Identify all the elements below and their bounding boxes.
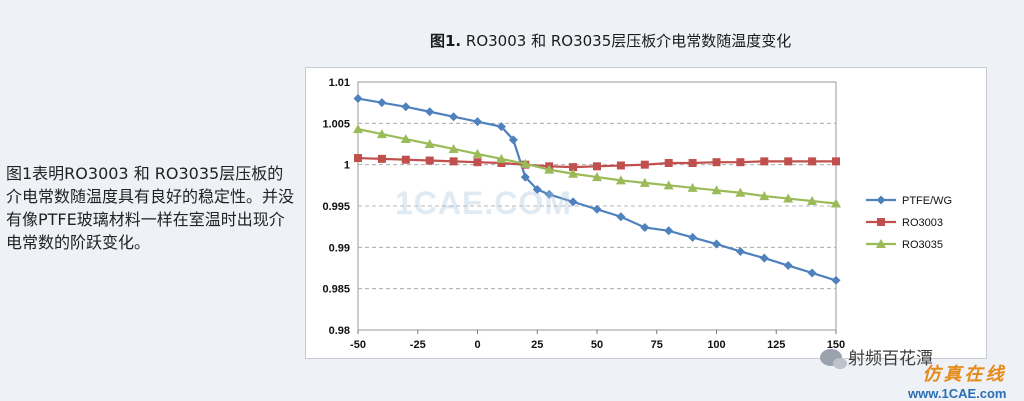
data-point-ro3003 bbox=[497, 159, 506, 168]
data-point-ro3035 bbox=[687, 182, 698, 192]
data-point-ptfe-wg bbox=[532, 184, 542, 194]
data-point-ro3035 bbox=[424, 139, 435, 148]
data-point-ptfe-wg bbox=[831, 275, 841, 285]
x-tick-label: -50 bbox=[350, 339, 366, 351]
legend-label-ro3003: RO3003 bbox=[902, 217, 943, 229]
y-tick-label: 0.98 bbox=[329, 325, 350, 337]
data-point-ro3003 bbox=[449, 157, 458, 166]
data-point-ro3003 bbox=[569, 163, 578, 172]
data-point-ro3003 bbox=[640, 160, 649, 169]
figure-title-prefix: 图1. bbox=[430, 32, 462, 50]
data-point-ro3035 bbox=[400, 134, 411, 144]
legend-label-ptfe-wg: PTFE/WG bbox=[902, 195, 952, 207]
y-tick-label: 0.99 bbox=[329, 242, 350, 254]
data-point-ptfe-wg bbox=[735, 246, 745, 256]
figure-title: 图1. RO3003 和 RO3035层压板介电常数随温度变化 bbox=[430, 30, 791, 51]
data-point-ro3003 bbox=[736, 158, 745, 167]
data-point-ro3003 bbox=[401, 155, 410, 164]
data-point-ro3035 bbox=[735, 187, 746, 197]
data-point-ptfe-wg bbox=[401, 102, 411, 112]
legend-marker-ro3035 bbox=[876, 239, 886, 248]
data-point-ptfe-wg bbox=[807, 268, 817, 278]
y-tick-label: 0.995 bbox=[322, 201, 350, 213]
y-tick-label: 1 bbox=[344, 160, 350, 172]
data-point-ro3003 bbox=[664, 159, 673, 168]
data-point-ptfe-wg bbox=[664, 226, 674, 236]
data-point-ro3003 bbox=[473, 158, 482, 167]
data-point-ptfe-wg bbox=[520, 172, 530, 182]
x-tick-label: 50 bbox=[591, 339, 603, 351]
data-point-ro3003 bbox=[688, 159, 697, 168]
wechat-account-name: 射频百花潭 bbox=[848, 349, 933, 369]
data-point-ro3003 bbox=[808, 157, 817, 166]
x-tick-label: 100 bbox=[707, 339, 725, 351]
site-brand-name: 仿真在线 bbox=[922, 364, 1007, 385]
data-point-ro3035 bbox=[520, 158, 531, 168]
data-point-ro3035 bbox=[496, 153, 507, 163]
data-point-ptfe-wg bbox=[759, 253, 769, 263]
chart-panel: 0.98 0.985 0.99 0.995 1 1.005 1.01 -50 -25 0 25 50 7… bbox=[305, 67, 987, 359]
data-point-ro3003 bbox=[425, 156, 434, 165]
data-point-ptfe-wg bbox=[688, 232, 698, 242]
data-point-ptfe-wg bbox=[783, 261, 793, 271]
y-tick-label: 1.01 bbox=[329, 77, 350, 89]
wechat-icon bbox=[820, 349, 847, 369]
x-tick-label: 150 bbox=[827, 339, 845, 351]
data-point-ptfe-wg bbox=[616, 212, 626, 222]
watermark: 1CAE.COM bbox=[395, 185, 572, 221]
legend-marker-ro3003 bbox=[877, 218, 885, 226]
data-point-ro3035 bbox=[639, 177, 650, 187]
y-tick-label: 1.005 bbox=[322, 118, 350, 130]
data-point-ptfe-wg bbox=[640, 222, 650, 232]
data-point-ro3035 bbox=[831, 198, 841, 208]
legend-label-ro3035: RO3035 bbox=[902, 239, 943, 251]
x-tick-label: 125 bbox=[767, 339, 785, 351]
data-point-ptfe-wg bbox=[568, 197, 578, 207]
data-point-ro3003 bbox=[593, 162, 601, 171]
data-point-ptfe-wg bbox=[425, 107, 435, 117]
data-point-ro3003 bbox=[616, 161, 625, 170]
data-point-ro3003 bbox=[784, 157, 793, 166]
data-point-ro3035 bbox=[615, 175, 626, 185]
data-point-ro3035 bbox=[376, 129, 387, 139]
data-point-ptfe-wg bbox=[544, 189, 554, 199]
x-tick-label: 0 bbox=[474, 339, 480, 351]
data-point-ro3003 bbox=[832, 157, 840, 166]
data-point-ro3003 bbox=[760, 157, 769, 166]
x-tick-label: 75 bbox=[651, 339, 663, 351]
data-point-ro3035 bbox=[592, 172, 602, 182]
data-point-ro3035 bbox=[663, 180, 674, 190]
legend-marker-ptfe-wg bbox=[876, 195, 886, 205]
data-point-ro3035 bbox=[472, 148, 483, 158]
x-tick-label: 25 bbox=[531, 339, 543, 351]
data-point-ptfe-wg bbox=[377, 98, 387, 108]
wechat-brand: 射频百花潭 bbox=[820, 344, 933, 369]
description-text: 图1表明RO3003 和 RO3035层压板的介电常数随温度具有良好的稳定性。并… bbox=[6, 164, 295, 252]
data-point-ptfe-wg bbox=[449, 112, 459, 122]
data-point-ptfe-wg bbox=[712, 239, 721, 249]
data-point-ptfe-wg bbox=[353, 94, 363, 104]
data-point-ptfe-wg bbox=[592, 204, 602, 214]
x-tick-label: -25 bbox=[410, 339, 426, 351]
data-point-ro3003 bbox=[354, 154, 362, 163]
data-point-ro3003 bbox=[712, 158, 721, 167]
data-point-ro3035 bbox=[353, 124, 363, 134]
y-tick-label: 0.985 bbox=[322, 284, 350, 296]
data-point-ro3035 bbox=[759, 191, 770, 201]
data-point-ptfe-wg bbox=[508, 135, 518, 145]
data-point-ro3035 bbox=[568, 168, 579, 178]
data-point-ro3035 bbox=[448, 143, 459, 153]
data-point-ro3035 bbox=[544, 164, 555, 174]
site-brand: 仿真在线 www.1CAE.com bbox=[908, 360, 1006, 401]
data-point-ptfe-wg bbox=[496, 122, 506, 132]
data-point-ro3035 bbox=[783, 193, 794, 203]
site-brand-url: www.1CAE.com bbox=[908, 386, 1007, 401]
data-point-ro3035 bbox=[807, 196, 818, 206]
figure-title-text: RO3003 和 RO3035层压板介电常数随温度变化 bbox=[461, 32, 792, 50]
data-point-ro3035 bbox=[711, 185, 722, 195]
data-point-ro3003 bbox=[377, 154, 386, 163]
data-point-ptfe-wg bbox=[473, 117, 482, 127]
line-chart: 0.98 0.985 0.99 0.995 1 1.005 1.01 -50 -25 0 25 50 7… bbox=[322, 77, 952, 351]
